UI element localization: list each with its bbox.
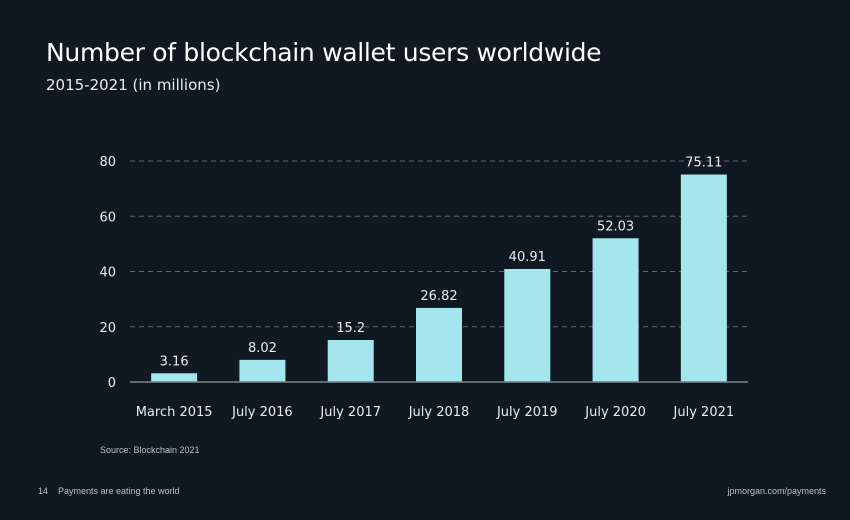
data-label: 75.11 <box>685 156 722 171</box>
x-tick-label: July 2018 <box>408 405 470 420</box>
bar <box>504 268 551 382</box>
x-tick-label: July 2021 <box>673 405 735 420</box>
x-tick-label: July 2020 <box>584 405 646 420</box>
data-label: 8.02 <box>248 341 277 356</box>
y-tick-label: 60 <box>99 210 116 225</box>
data-label: 52.03 <box>597 219 634 234</box>
data-label: 26.82 <box>420 289 457 304</box>
bar <box>680 174 727 382</box>
data-label: 40.91 <box>509 250 546 265</box>
bar <box>151 373 198 382</box>
y-tick-label: 40 <box>99 266 116 281</box>
footer-url[interactable]: jpmorgan.com/payments <box>727 486 826 496</box>
y-tick-label: 0 <box>108 376 116 391</box>
chart-title: Number of blockchain wallet users worldw… <box>46 38 602 67</box>
chart-subtitle: 2015-2021 (in millions) <box>46 76 221 94</box>
bar <box>416 307 462 382</box>
x-tick-label: March 2015 <box>136 405 213 420</box>
source-note: Source: Blockchain 2021 <box>100 445 200 455</box>
footer-section: Payments are eating the world <box>58 486 180 496</box>
y-tick-label: 80 <box>99 155 116 170</box>
x-tick-label: July 2016 <box>231 405 293 420</box>
x-tick-label: July 2019 <box>496 405 558 420</box>
data-label: 3.16 <box>160 354 189 369</box>
x-tick-label: July 2017 <box>319 405 381 420</box>
bar <box>592 238 639 382</box>
page-number: 14 <box>38 486 49 496</box>
y-tick-label: 20 <box>99 321 116 336</box>
bar <box>327 340 374 382</box>
data-label: 15.2 <box>336 321 365 336</box>
bar <box>239 359 286 382</box>
